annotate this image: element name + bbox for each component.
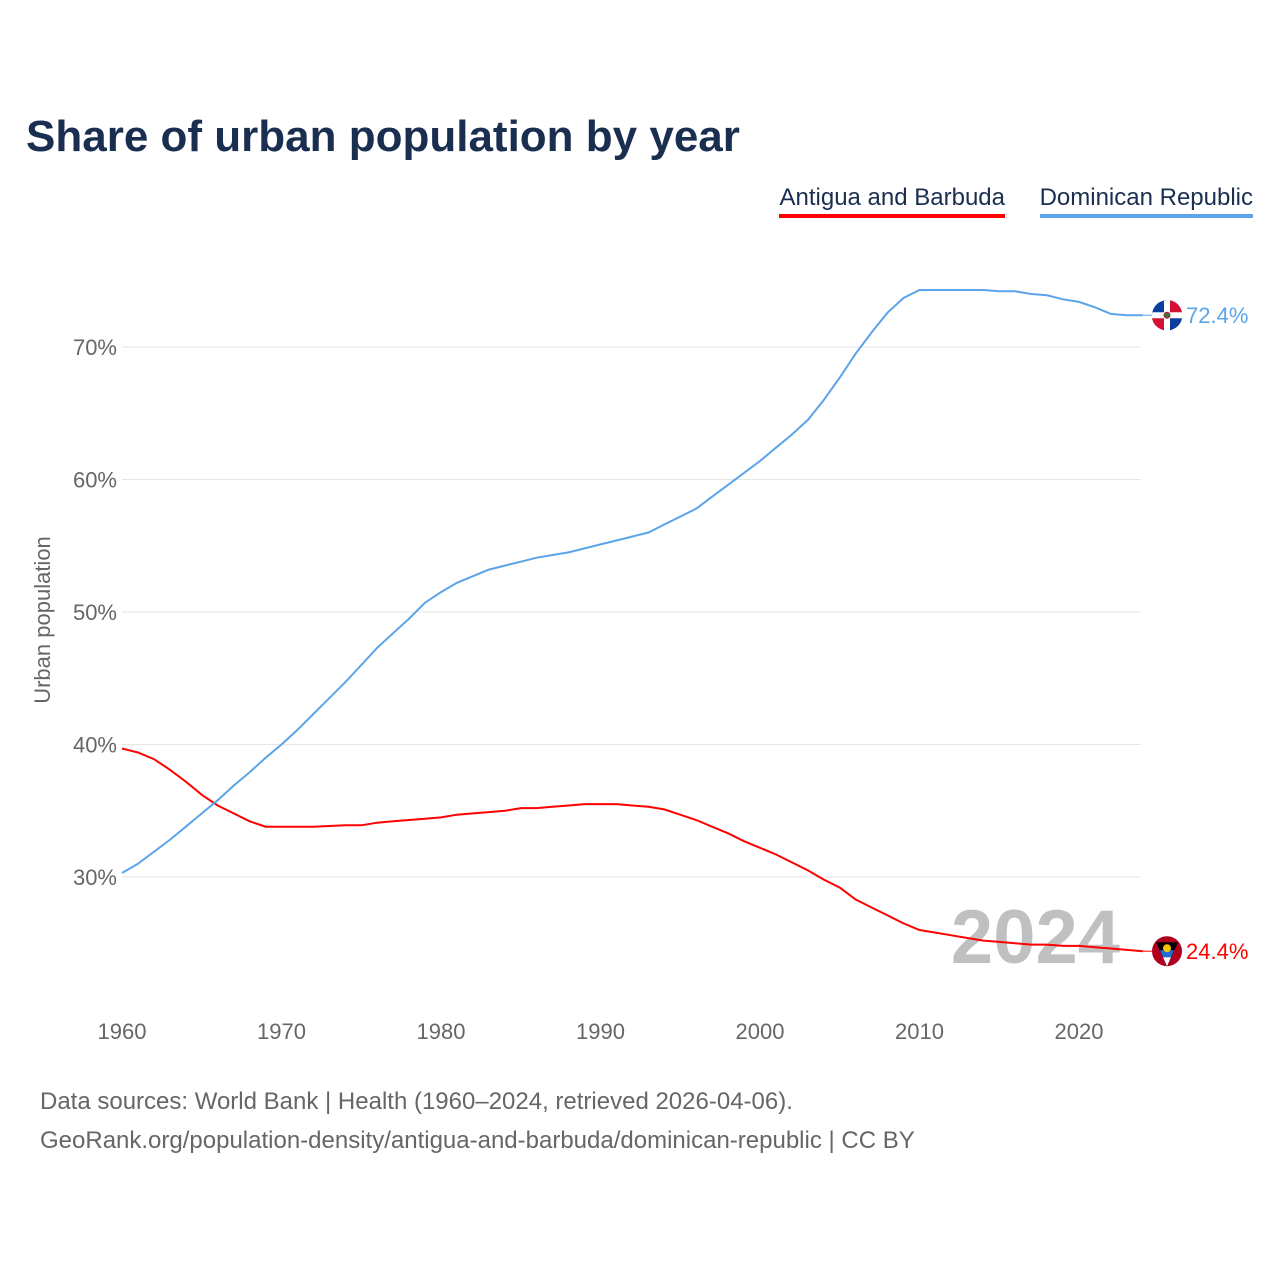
x-tick-label: 1960 xyxy=(98,1019,147,1044)
year-watermark: 2024 xyxy=(951,895,1120,980)
x-tick-label: 1990 xyxy=(576,1019,625,1044)
footer-url[interactable]: GeoRank.org/population-density/antigua-a… xyxy=(40,1127,915,1154)
antigua-flag-icon xyxy=(1152,936,1182,967)
series-line-antigua-and-barbuda[interactable] xyxy=(121,747,1143,953)
legend-antigua-and-barbuda[interactable]: Antigua and Barbuda xyxy=(779,184,1005,218)
dominican-republic-flag-icon xyxy=(1152,300,1182,331)
y-tick-label: 60% xyxy=(73,468,117,493)
y-tick-label: 70% xyxy=(73,335,117,360)
series-line-dominican-republic[interactable] xyxy=(121,289,1143,874)
end-value-label: 24.4% xyxy=(1186,939,1248,964)
footer-sources: Data sources: World Bank | Health (1960–… xyxy=(40,1088,793,1115)
x-tick-label: 2010 xyxy=(895,1019,944,1044)
line-chart: 30% 40% 50% 60% 70% 1960 1970 1980 1990 2000 2010 2… xyxy=(30,289,1248,1044)
x-tick-label: 1980 xyxy=(417,1019,466,1044)
x-tick-label: 2020 xyxy=(1055,1019,1104,1044)
y-tick-label: 40% xyxy=(73,733,117,758)
legend-dominican-republic[interactable]: Dominican Republic xyxy=(1039,184,1253,218)
y-tick-label: 50% xyxy=(73,600,117,625)
x-tick-label: 1970 xyxy=(257,1019,306,1044)
y-axis-label: Urban population xyxy=(30,536,55,704)
end-value-label: 72.4% xyxy=(1186,303,1248,328)
y-tick-label: 30% xyxy=(73,865,117,890)
x-tick-label: 2000 xyxy=(736,1019,785,1044)
chart-title: Share of urban population by year xyxy=(26,112,740,161)
